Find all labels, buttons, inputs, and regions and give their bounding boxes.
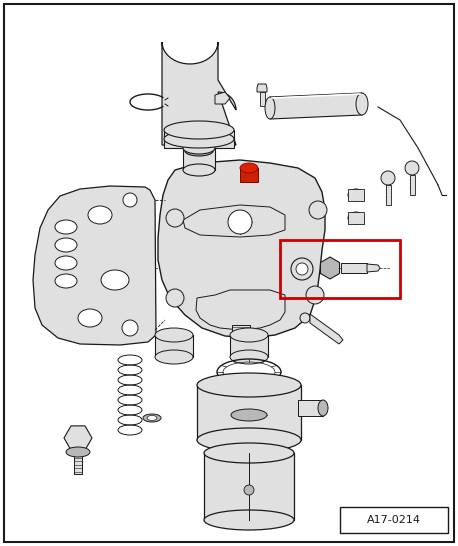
Bar — [348, 189, 364, 201]
Circle shape — [306, 286, 324, 304]
Ellipse shape — [318, 400, 328, 416]
Polygon shape — [367, 264, 380, 272]
Ellipse shape — [143, 414, 161, 422]
Ellipse shape — [265, 97, 275, 119]
Bar — [74, 452, 82, 474]
Polygon shape — [215, 92, 230, 104]
Ellipse shape — [66, 447, 90, 457]
Circle shape — [405, 161, 419, 175]
Bar — [340, 507, 448, 533]
Ellipse shape — [197, 428, 301, 452]
Ellipse shape — [164, 121, 234, 139]
Ellipse shape — [231, 409, 267, 421]
Bar — [230, 335, 268, 357]
Ellipse shape — [55, 220, 77, 234]
Bar — [341, 263, 367, 273]
Circle shape — [166, 209, 184, 227]
Ellipse shape — [147, 416, 157, 420]
Polygon shape — [270, 93, 362, 119]
Polygon shape — [158, 160, 325, 338]
Ellipse shape — [348, 189, 364, 201]
Polygon shape — [196, 290, 285, 330]
Ellipse shape — [230, 350, 268, 364]
Ellipse shape — [230, 328, 268, 342]
Bar — [348, 212, 364, 224]
Ellipse shape — [101, 270, 129, 290]
Circle shape — [309, 201, 327, 219]
Circle shape — [381, 171, 395, 185]
Circle shape — [122, 320, 138, 336]
Polygon shape — [33, 186, 156, 345]
Bar — [240, 168, 258, 182]
Bar — [298, 400, 323, 416]
Circle shape — [228, 210, 252, 234]
Ellipse shape — [155, 328, 193, 342]
Bar — [280, 240, 400, 298]
Polygon shape — [162, 42, 236, 145]
Ellipse shape — [183, 164, 215, 176]
Bar — [204, 453, 294, 520]
Ellipse shape — [204, 443, 294, 463]
Ellipse shape — [55, 238, 77, 252]
Ellipse shape — [204, 510, 294, 530]
Bar — [232, 325, 250, 360]
Polygon shape — [310, 314, 343, 344]
Polygon shape — [183, 205, 285, 237]
Bar — [183, 148, 215, 170]
Bar — [155, 335, 193, 357]
Ellipse shape — [291, 258, 313, 280]
Ellipse shape — [164, 130, 234, 148]
Circle shape — [300, 313, 310, 323]
Text: A17-0214: A17-0214 — [367, 515, 421, 525]
Polygon shape — [64, 426, 92, 450]
Polygon shape — [257, 84, 267, 92]
Bar — [386, 185, 391, 205]
Polygon shape — [321, 257, 339, 279]
Ellipse shape — [244, 485, 254, 495]
Bar — [409, 175, 414, 195]
Ellipse shape — [296, 263, 308, 275]
Ellipse shape — [78, 309, 102, 327]
Ellipse shape — [240, 163, 258, 173]
Ellipse shape — [155, 350, 193, 364]
Ellipse shape — [185, 146, 213, 156]
Bar — [260, 92, 265, 106]
Circle shape — [166, 289, 184, 307]
Circle shape — [123, 193, 137, 207]
Ellipse shape — [183, 142, 215, 154]
Ellipse shape — [55, 256, 77, 270]
Bar — [197, 385, 301, 440]
Ellipse shape — [88, 206, 112, 224]
Bar — [164, 130, 234, 148]
Ellipse shape — [55, 274, 77, 288]
Ellipse shape — [197, 373, 301, 397]
Ellipse shape — [356, 93, 368, 115]
Ellipse shape — [348, 212, 364, 224]
